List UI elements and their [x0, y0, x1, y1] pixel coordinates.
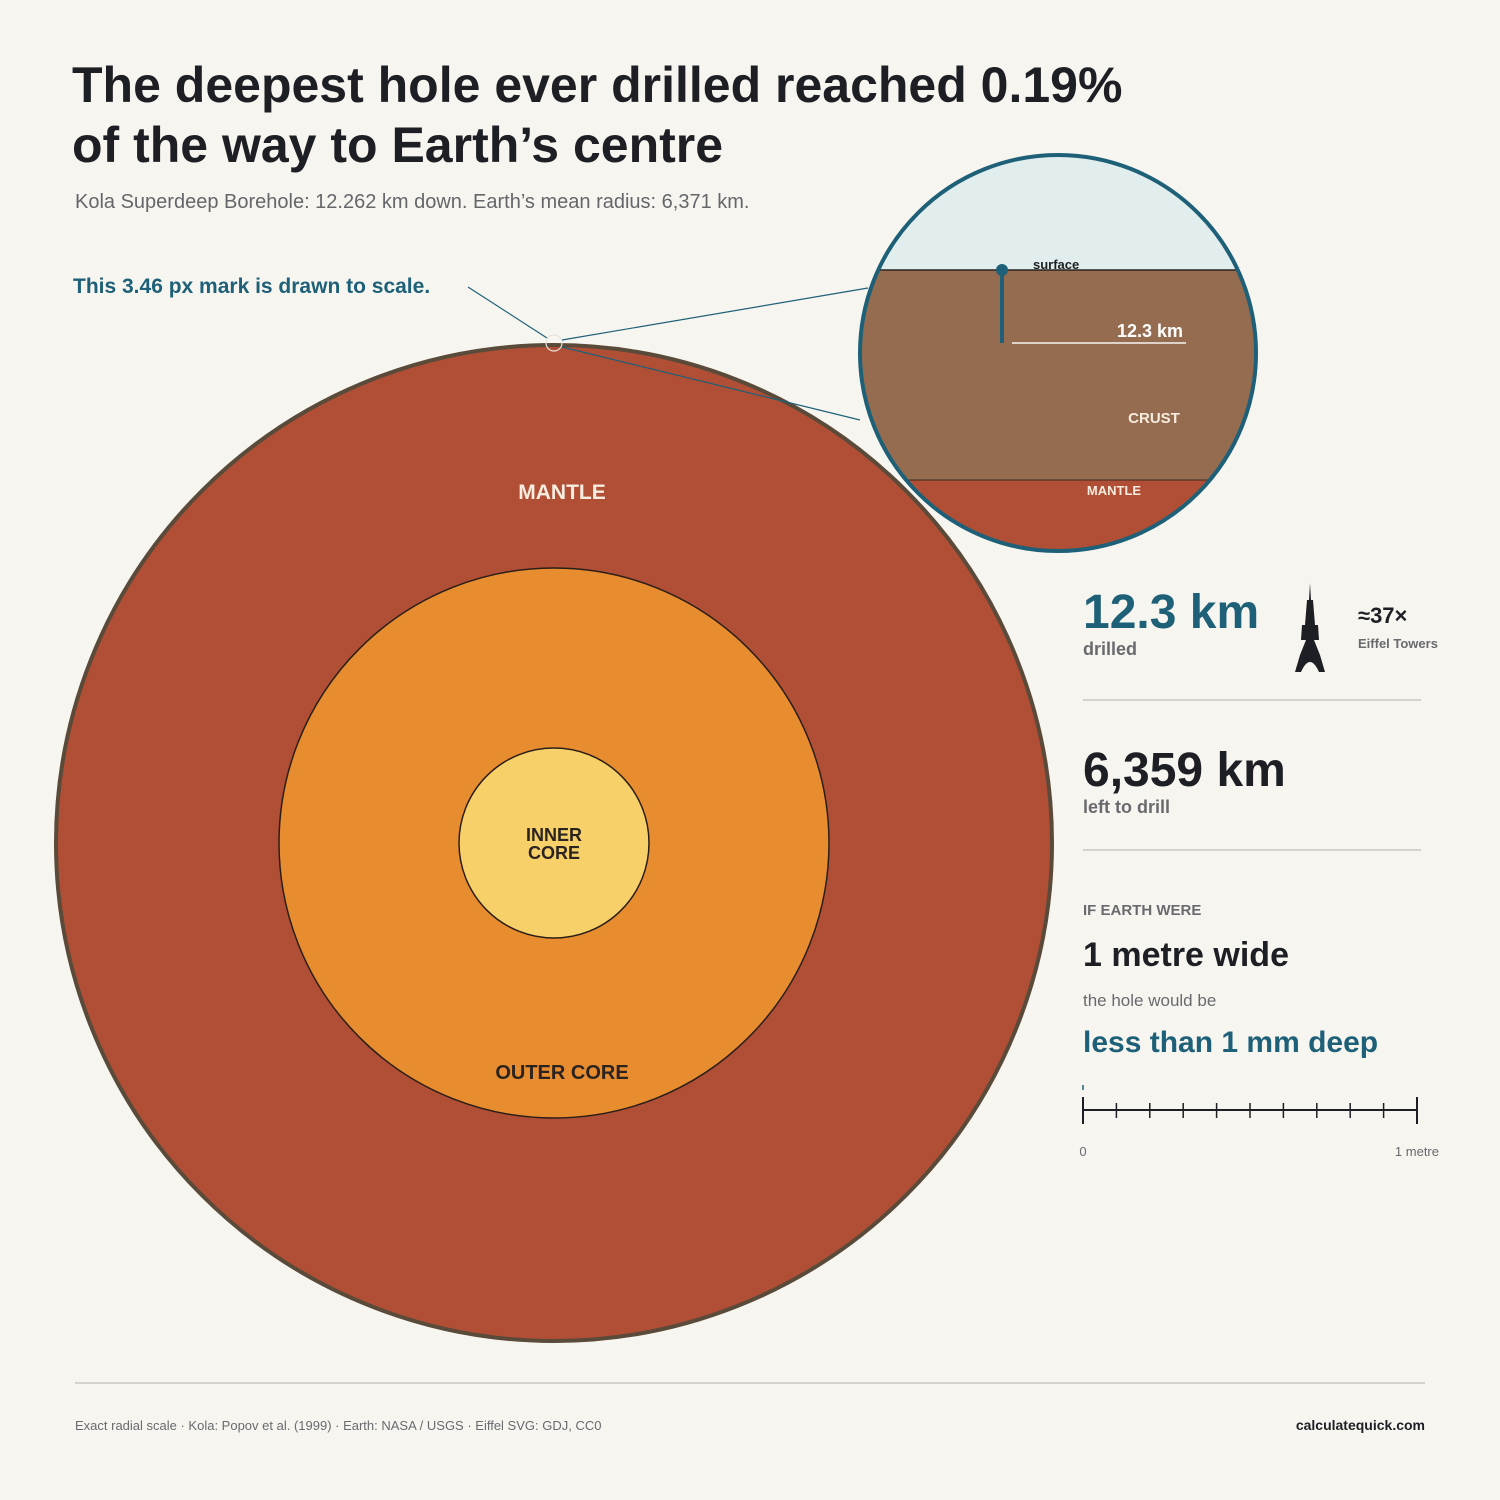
scale-end: 1 metre [1395, 1144, 1439, 1159]
remaining-label: left to drill [1083, 797, 1170, 817]
mantle-label: MANTLE [518, 481, 606, 504]
title: The deepest hole ever drilled reached 0.… [72, 57, 1122, 113]
drilled-value: 12.3 km [1083, 586, 1259, 639]
eiffel-label: Eiffel Towers [1358, 636, 1438, 651]
comparison-size: 1 metre wide [1083, 936, 1289, 974]
zoom-line [561, 287, 869, 341]
zoom-line [561, 346, 861, 421]
crust [860, 270, 1256, 480]
footer-site: calculatequick.com [1296, 1417, 1425, 1433]
callout-line [467, 286, 548, 339]
drilled-label: drilled [1083, 639, 1137, 659]
eiffel-icon [1295, 583, 1325, 672]
surface-label: surface [1033, 257, 1079, 272]
depth-label: 12.3 km [1117, 321, 1183, 341]
title: of the way to Earth’s centre [72, 117, 723, 173]
mantle-label: MANTLE [1087, 483, 1141, 498]
comparison-heading: IF EARTH WERE [1083, 902, 1201, 919]
subtitle: Kola Superdeep Borehole: 12.262 km down.… [75, 191, 749, 213]
eiffel-value: ≈37× [1358, 603, 1407, 628]
inner-core [458, 747, 650, 939]
outer-core-label: OUTER CORE [495, 1062, 628, 1084]
inner-core-label: INNER [526, 825, 582, 845]
scale-bar [1082, 1085, 1418, 1124]
callout: This 3.46 px mark is drawn to scale. [73, 275, 430, 298]
inner-core-label: CORE [528, 843, 580, 863]
remaining-value: 6,359 km [1083, 744, 1286, 797]
comparison-lead: the hole would be [1083, 991, 1216, 1010]
zoom-ring [858, 153, 1258, 553]
footer-source: Exact radial scale · Kola: Popov et al. … [75, 1418, 601, 1433]
scale-start: 0 [1079, 1144, 1086, 1159]
scale-mark-ring [545, 334, 563, 352]
comparison-result: less than 1 mm deep [1083, 1026, 1378, 1059]
crust-label: CRUST [1128, 410, 1180, 427]
